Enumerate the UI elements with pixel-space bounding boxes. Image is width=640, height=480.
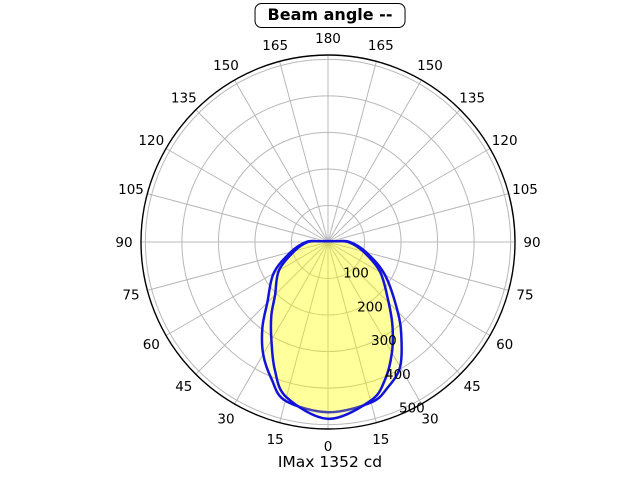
angle-tick-label: 45 — [464, 379, 481, 395]
polar-grid-ray — [234, 241, 329, 405]
polar-grid-ray — [147, 241, 329, 291]
angle-tick-label: 165 — [368, 38, 394, 54]
polar-grid-ray — [195, 109, 329, 243]
angle-tick-label: 60 — [496, 337, 513, 353]
polar-grid-ray — [279, 61, 329, 243]
polar-outer-circle — [140, 54, 516, 430]
intensity-curve-wide — [260, 239, 403, 414]
angle-tick-label: 150 — [213, 58, 239, 74]
polar-grid-ring — [254, 168, 402, 316]
polar-grid-ray — [234, 79, 329, 243]
polar-grid-ray — [165, 241, 329, 336]
angle-tick-label: 135 — [459, 91, 485, 107]
angle-tick-label: 180 — [315, 31, 341, 47]
angle-tick-label: 15 — [267, 432, 284, 448]
angle-tick-label: 15 — [372, 432, 389, 448]
polar-grid-ray — [327, 148, 491, 243]
polar-grid-ray — [327, 241, 377, 423]
polar-grid-ray — [279, 241, 329, 423]
radial-tick-label: 400 — [385, 367, 411, 383]
intensity-curve-narrow — [269, 239, 395, 421]
polar-grid-ray — [327, 241, 509, 291]
radial-tick-label: 300 — [371, 333, 397, 349]
angle-tick-label: 90 — [115, 235, 132, 251]
polar-grid-ray — [327, 61, 377, 243]
polar-grid-ray — [327, 241, 461, 375]
polar-grid-ring — [290, 204, 366, 280]
angle-tick-label: 165 — [262, 38, 288, 54]
angle-tick-label: 75 — [516, 288, 533, 304]
angle-tick-label: 0 — [324, 439, 333, 455]
angle-tick-label: 150 — [417, 58, 443, 74]
angle-tick-label: 30 — [421, 412, 438, 428]
polar-grid-ray — [327, 193, 509, 243]
polar-grid-ray — [327, 79, 422, 243]
polar-grid-ring — [144, 58, 512, 426]
radial-tick-label: 500 — [399, 401, 425, 417]
radial-tick-label: 100 — [343, 266, 369, 282]
polar-grid-ring — [217, 131, 439, 353]
angle-tick-label: 30 — [217, 412, 234, 428]
angle-tick-label: 120 — [492, 133, 518, 149]
angle-tick-label: 105 — [118, 182, 144, 198]
angle-tick-label: 75 — [122, 288, 139, 304]
polar-grid-ray — [165, 148, 329, 243]
angle-tick-label: 45 — [175, 379, 192, 395]
radial-tick-label: 200 — [357, 299, 383, 315]
polar-grid-ray — [147, 193, 329, 243]
polar-grid-ray — [327, 241, 491, 336]
chart-title-box: Beam angle -- — [254, 3, 406, 28]
imax-label: IMax 1352 cd — [277, 453, 383, 471]
polar-grid-ring — [181, 95, 475, 389]
angle-tick-label: 105 — [512, 182, 538, 198]
polar-grid-ray — [327, 241, 422, 405]
polar-grid-ray — [195, 241, 329, 375]
angle-tick-label: 135 — [171, 91, 197, 107]
polar-grid-ray — [327, 109, 461, 243]
angle-tick-label: 120 — [138, 133, 164, 149]
chart-title: Beam angle -- — [267, 5, 393, 24]
angle-tick-label: 90 — [523, 235, 540, 251]
angle-tick-label: 60 — [143, 337, 160, 353]
